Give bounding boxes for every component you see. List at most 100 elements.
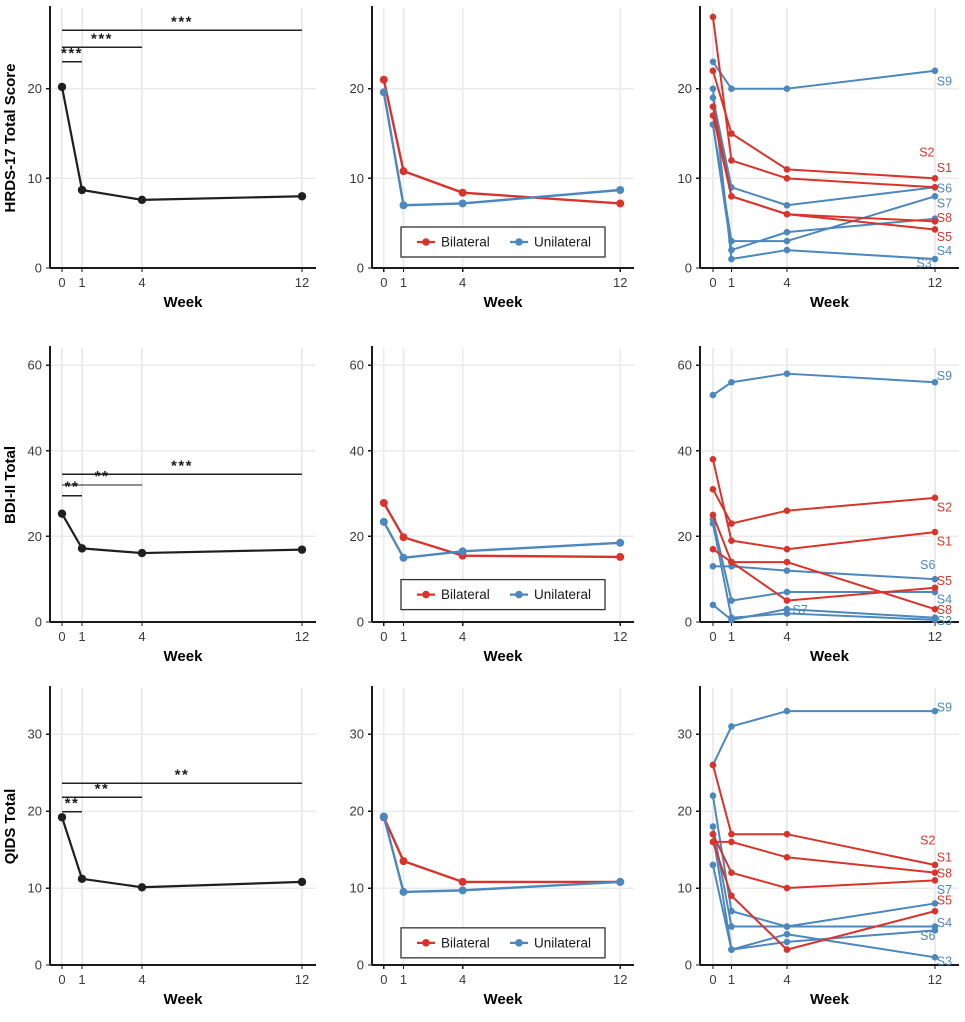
- significance-brackets: *******: [62, 457, 302, 497]
- data-point: [616, 538, 625, 547]
- significance-stars: **: [65, 795, 80, 812]
- data-point: [783, 946, 791, 953]
- data-point: [458, 199, 467, 208]
- x-tick-label: 1: [728, 972, 735, 987]
- legend-key-bilateral: Bilateral: [417, 235, 490, 250]
- x-tick-label: 0: [58, 972, 65, 987]
- panel-hrds-mean: 0 10 20 0 1 4 12 Week HRDS-17 Total Score *** *** *…: [0, 0, 330, 340]
- subject-label-S9: S9: [937, 700, 952, 714]
- data-point: [137, 195, 147, 205]
- data-point: [728, 520, 735, 527]
- data-point: [728, 130, 735, 137]
- x-tick-label: 0: [709, 275, 716, 290]
- data-point: [137, 883, 147, 892]
- y-axis-title: HRDS-17 Total Score: [2, 64, 19, 213]
- data-point: [783, 545, 791, 553]
- data-point: [57, 813, 67, 822]
- data-point: [709, 601, 717, 609]
- data-point: [616, 199, 625, 208]
- data-point: [931, 584, 939, 592]
- y-axis-ticks: 0 10 20 30: [678, 727, 700, 973]
- y-tick-label: 40: [28, 443, 42, 458]
- data-point: [783, 707, 791, 715]
- y-tick-label: 10: [350, 171, 364, 186]
- x-tick-label: 0: [709, 972, 716, 987]
- significance-stars: ***: [91, 30, 113, 47]
- y-axis-title: BDI-II Total: [2, 446, 19, 524]
- data-point: [709, 838, 717, 846]
- significance-stars: **: [95, 468, 110, 485]
- data-point: [379, 517, 388, 526]
- axes: [699, 686, 959, 966]
- x-tick-label: 1: [400, 972, 407, 987]
- y-tick-label: 20: [678, 804, 692, 819]
- unilateral-series: [379, 517, 625, 562]
- y-tick-label: 0: [35, 261, 42, 276]
- data-point: [931, 907, 939, 915]
- data-point: [728, 723, 735, 730]
- x-tick-label: 4: [783, 275, 790, 290]
- subject-label-S2: S2: [920, 834, 935, 848]
- x-tick-label: 1: [78, 972, 85, 987]
- data-point: [297, 545, 307, 554]
- x-tick-label: 12: [928, 972, 942, 987]
- x-tick-label: 12: [613, 972, 627, 987]
- data-point: [77, 185, 87, 195]
- data-point: [783, 884, 791, 892]
- x-axis-title: Week: [810, 991, 850, 1008]
- y-tick-label: 60: [28, 358, 42, 373]
- y-tick-label: 30: [28, 727, 42, 742]
- mean-series: [57, 509, 307, 558]
- data-point: [783, 930, 791, 938]
- x-axis-ticks: 0 1 4 12: [58, 622, 309, 644]
- data-point: [728, 157, 735, 164]
- data-point: [931, 869, 939, 876]
- data-point: [783, 567, 791, 574]
- data-point: [77, 544, 87, 553]
- data-point: [783, 210, 791, 218]
- y-tick-label: 0: [35, 615, 42, 630]
- data-point: [379, 75, 388, 84]
- subject-series-S5: [709, 838, 939, 953]
- panel-bdi-mean: 0 20 40 60 0 1 4 12 Week BDI-II Total ** ** ***: [0, 340, 330, 680]
- subject-series-S8: [709, 830, 939, 892]
- y-tick-label: 10: [28, 171, 42, 186]
- data-point: [931, 184, 939, 191]
- subject-label-S5: S5: [937, 574, 952, 588]
- subject-label-S7: S7: [793, 603, 808, 617]
- y-axis-ticks: 0 20 40 60: [28, 358, 50, 630]
- x-axis-ticks: 0 1 4 12: [380, 268, 627, 290]
- data-point: [728, 558, 735, 566]
- y-tick-label: 0: [357, 261, 364, 276]
- data-point: [57, 509, 67, 518]
- data-point: [931, 218, 939, 225]
- legend-label: Unilateral: [534, 235, 591, 250]
- data-point: [728, 537, 735, 544]
- data-point: [458, 547, 467, 556]
- data-point: [379, 88, 388, 97]
- y-axis-ticks: 0 10 20: [350, 81, 372, 276]
- subject-label-S6: S6: [920, 558, 935, 572]
- data-point: [709, 830, 717, 838]
- data-point: [931, 255, 939, 263]
- data-point: [728, 192, 735, 200]
- data-point: [783, 370, 791, 377]
- x-tick-label: 4: [783, 629, 790, 644]
- data-point: [728, 830, 735, 838]
- legend-key-bilateral: Bilateral: [417, 587, 490, 602]
- data-point: [728, 378, 735, 386]
- data-point: [709, 67, 717, 75]
- data-point: [399, 167, 408, 176]
- data-point: [783, 558, 791, 566]
- axes: [49, 6, 316, 269]
- data-point: [379, 812, 388, 821]
- subject-label-S8: S8: [937, 211, 952, 225]
- data-point: [931, 605, 939, 613]
- data-point: [931, 226, 939, 233]
- panel-hrds-subjects: 0 10 20 0 1 4 12 Week S9 S6 S7 S4 S3 S1 S2 S8 S5: [650, 0, 965, 340]
- x-tick-label: 4: [138, 972, 145, 987]
- data-point: [783, 237, 791, 245]
- y-tick-label: 0: [357, 958, 364, 973]
